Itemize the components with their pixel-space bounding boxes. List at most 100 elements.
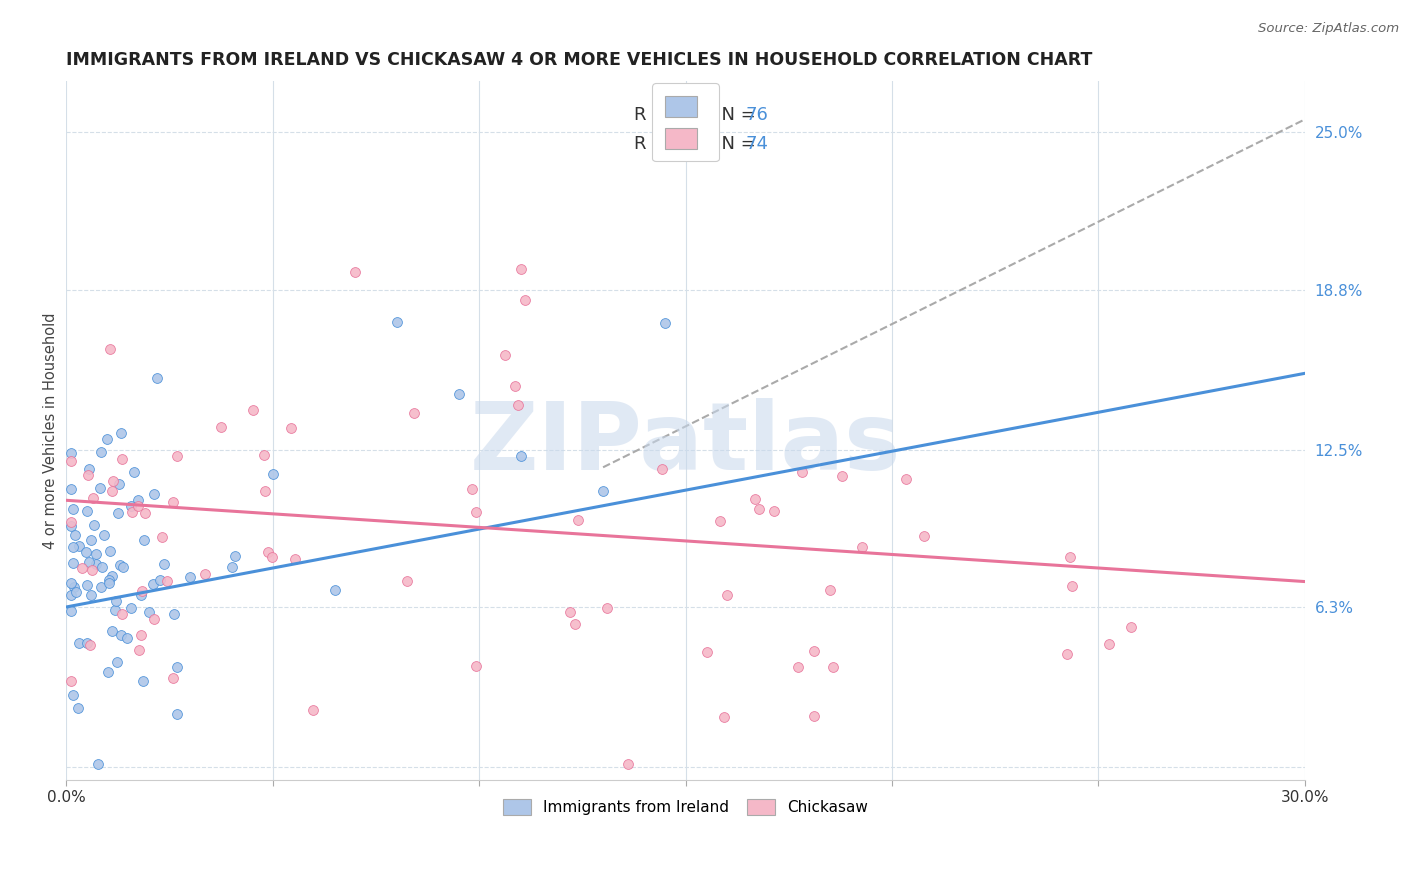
Point [98,544,121,558]
Point [831,468,853,483]
Point [127,493,149,508]
Point [790,465,813,479]
Point [63,528,86,542]
Point [193,567,215,582]
Point [395,574,418,589]
Point [67,539,90,553]
Point [65,585,87,599]
Point [262,467,284,482]
Point [104,603,127,617]
Point [713,710,735,724]
Point [179,570,201,584]
Point [121,601,143,615]
Point [62,502,84,516]
Point [67,700,90,714]
Point [162,671,184,685]
Point [124,465,146,479]
Point [59,519,82,533]
Point [86,757,108,772]
Point [344,265,367,279]
Point [110,426,132,441]
Point [787,660,810,674]
Point [513,293,536,308]
Point [142,576,165,591]
Point [464,505,486,519]
Point [111,452,134,467]
Point [132,674,155,689]
Text: -0.155: -0.155 [658,135,716,153]
Point [221,560,243,574]
Point [748,502,770,516]
Point [90,580,112,594]
Point [101,624,124,638]
Point [59,446,82,460]
Point [1056,647,1078,661]
Point [134,506,156,520]
Point [592,483,614,498]
Point [59,674,82,689]
Point [567,513,589,527]
Point [323,583,346,598]
Point [302,703,325,717]
Point [150,530,173,544]
Point [83,518,105,533]
Point [62,556,84,570]
Point [209,420,232,434]
Point [96,433,118,447]
Point [744,492,766,507]
Point [86,547,108,561]
Point [912,529,935,543]
Point [163,607,186,621]
Point [80,533,103,548]
Point [616,757,638,772]
Text: R =: R = [634,106,672,125]
Point [90,559,112,574]
Point [127,499,149,513]
Point [447,386,470,401]
Text: N =: N = [710,135,762,153]
Point [76,504,98,518]
Point [253,483,276,498]
Point [149,573,172,587]
Point [59,453,82,467]
Point [253,448,276,462]
Point [59,575,82,590]
Point [242,402,264,417]
Point [143,486,166,500]
Point [461,482,484,496]
Point [70,561,93,575]
Point [59,604,82,618]
Point [62,540,84,554]
Point [108,558,131,572]
Point [80,587,103,601]
Point [1060,579,1083,593]
Y-axis label: 4 or more Vehicles in Household: 4 or more Vehicles in Household [44,312,58,549]
Point [818,582,841,597]
Point [131,628,153,642]
Point [107,506,129,520]
Point [76,636,98,650]
Point [509,262,531,277]
Point [89,481,111,495]
Point [596,601,619,615]
Point [651,462,673,476]
Point [146,370,169,384]
Text: IMMIGRANTS FROM IRELAND VS CHICKASAW 4 OR MORE VEHICLES IN HOUSEHOLD CORRELATION: IMMIGRANTS FROM IRELAND VS CHICKASAW 4 O… [66,51,1092,69]
Point [80,563,103,577]
Point [560,605,582,619]
Point [224,549,246,563]
Point [63,580,86,594]
Point [101,474,124,488]
Point [564,617,586,632]
Text: N =: N = [710,106,762,125]
Point [76,578,98,592]
Point [101,483,124,498]
Point [75,545,97,559]
Point [97,665,120,680]
Point [110,628,132,642]
Point [1059,550,1081,565]
Point [896,473,918,487]
Text: R =: R = [634,135,672,153]
Point [111,607,134,621]
Legend: Immigrants from Ireland, Chickasaw: Immigrants from Ireland, Chickasaw [494,790,877,824]
